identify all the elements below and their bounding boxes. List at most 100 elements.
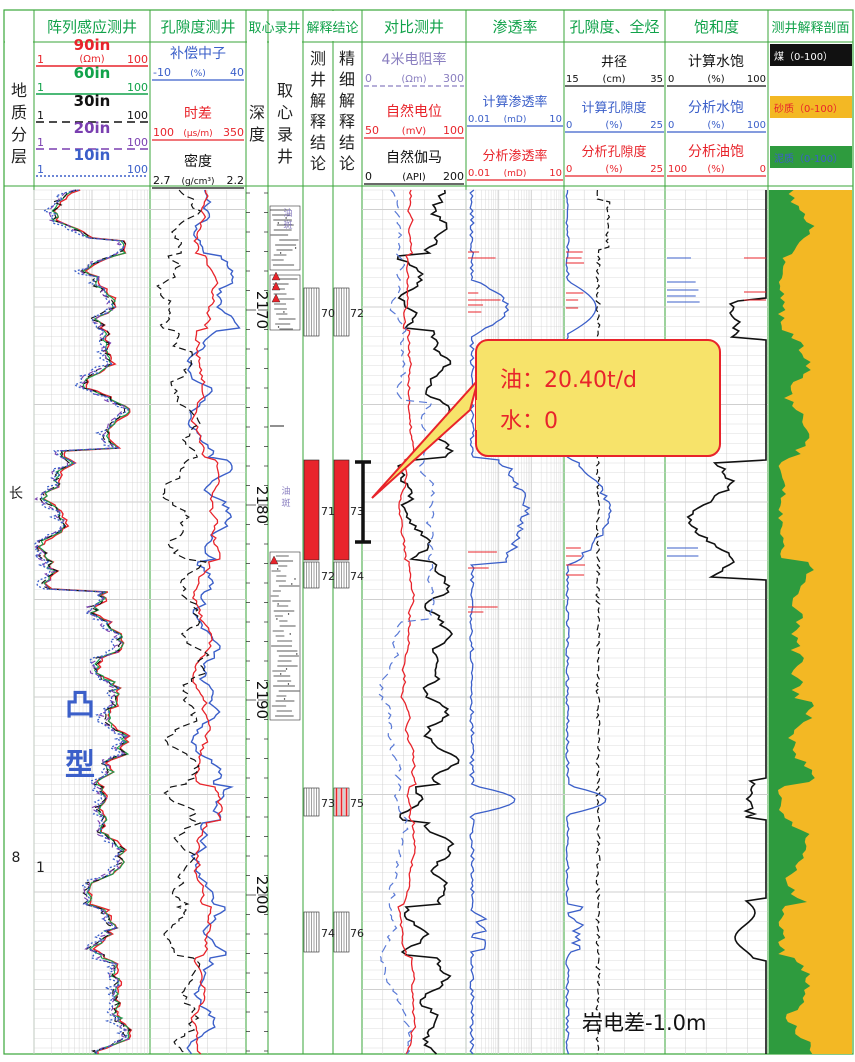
porlog-scale-max: 2.2 — [227, 174, 245, 187]
por-scale-unit: (%) — [605, 164, 622, 175]
interp2-label-char: 细 — [339, 70, 355, 89]
compare-scale-2: 自然伽马 (API) 0 200 — [364, 149, 464, 185]
porlog-scale-name: 补偿中子 — [170, 46, 226, 62]
profile-column — [769, 190, 852, 1054]
callout-pointer — [371, 379, 479, 499]
interp2-label-char: 论 — [339, 154, 355, 173]
header-array: 阵列感应测井 — [47, 18, 137, 36]
layer-code: 71 — [321, 505, 335, 518]
perm-scale-max: 10 — [549, 114, 562, 125]
legend-swatch — [770, 96, 852, 118]
gamma-curve — [396, 189, 460, 1055]
sat-scale-max: 100 — [747, 74, 766, 85]
caliper-curve — [595, 189, 611, 1055]
por-scale-1: 计算孔隙度 0 (%) 25 — [565, 100, 664, 133]
array-scale-0: 90in(Ωm) 1 100 — [36, 36, 148, 67]
core-dot — [283, 698, 286, 700]
header-por: 孔隙度、全烃 — [569, 18, 659, 36]
por-scale-min: 0 — [566, 120, 572, 131]
perm-scale-min: 0.01 — [468, 114, 490, 125]
core-dot — [279, 252, 282, 254]
array-scale-max: 100 — [127, 163, 148, 176]
core-note: 斑 — [283, 219, 292, 231]
acoustic-curve — [190, 189, 223, 1055]
interp-layer-4: 74 76 — [303, 911, 364, 953]
array-scale-min: 1 — [37, 109, 44, 122]
compare-scale-max: 300 — [443, 72, 464, 85]
perm-scale-name: 分析渗透率 — [482, 148, 547, 164]
legend-text: 煤（0-100） — [774, 50, 833, 63]
big-label-char: 型 — [65, 748, 95, 783]
core-note: 油 — [281, 485, 290, 497]
core-triangle — [271, 281, 281, 291]
strat-mark: 1 — [36, 860, 45, 876]
sat-scale-min: 100 — [668, 164, 687, 175]
sat-scale-0: 计算水饱 0 (%) 100 — [667, 54, 766, 87]
sat-scale-max: 100 — [747, 120, 766, 131]
porlog-scale-name: 密度 — [184, 153, 212, 170]
array-scale-4: 10in 1 100 — [36, 146, 148, 177]
calc-por-curve — [565, 189, 612, 1055]
density-curve — [156, 189, 210, 1055]
legend-text: 泥质（0-100） — [774, 152, 843, 165]
interp-label-char: 解 — [310, 91, 326, 110]
por-scale-min: 0 — [566, 164, 572, 175]
core-dot — [280, 673, 282, 675]
layer-code2: 74 — [350, 570, 364, 583]
callout-water: 水：0 — [500, 409, 558, 434]
por-scale-min: 15 — [566, 74, 579, 85]
core-dot — [285, 217, 287, 219]
strat-mark: 长 — [9, 486, 23, 502]
por-scale-max: 25 — [650, 164, 663, 175]
porlog-scale-unit: (μs/m) — [183, 129, 212, 139]
callout: 油：20.40t/d 水：0 — [371, 339, 721, 499]
perm-scale-min: 0.01 — [468, 168, 490, 179]
array-scale-min: 1 — [37, 81, 44, 94]
profile-legend-1: 砂质（0-100） — [770, 96, 852, 118]
core-label-char: 井 — [277, 147, 293, 166]
array-scale-name: 10in — [74, 146, 111, 164]
por-scale-0: 井径 15 (cm) 35 — [565, 55, 664, 87]
header-perm: 渗透率 — [492, 18, 537, 36]
sat-scale-name: 分析油饱 — [688, 144, 744, 160]
core-label-char: 取 — [277, 81, 293, 100]
compare-scale-name: 自然伽马 — [386, 149, 442, 166]
interp2-label-char: 结 — [339, 133, 355, 152]
porlog-scale-max: 40 — [230, 66, 244, 79]
big-label-char: 凸 — [65, 688, 95, 723]
porlog-scale-max: 350 — [223, 126, 244, 139]
core-dot — [294, 578, 296, 580]
interp-label-char: 释 — [310, 112, 326, 131]
layer-code2: 76 — [350, 927, 364, 940]
core-box — [269, 274, 301, 331]
analysis-perm-marks — [468, 251, 501, 613]
core-dot — [277, 603, 279, 605]
compare-scale-name: 自然电位 — [386, 103, 442, 120]
core-triangle — [271, 271, 281, 281]
callout-box — [475, 339, 721, 457]
por-scale-max: 25 — [650, 120, 663, 131]
strat-label-char: 质 — [11, 103, 27, 122]
perm-scale-unit: (mD) — [504, 169, 527, 179]
sat-scale-min: 0 — [668, 74, 674, 85]
array-scale-3: 20in 1 100 — [36, 119, 148, 150]
porlog-scale-unit: (g/cm³) — [181, 177, 214, 187]
core-box — [269, 205, 301, 271]
array-scale-2: 30in 1 100 — [36, 92, 148, 123]
perm-scale-unit: (mD) — [504, 115, 527, 125]
perm-scale-1: 分析渗透率 0.01 (mD) 10 — [467, 148, 563, 181]
interp2-label-char: 解 — [339, 91, 355, 110]
core-box — [269, 551, 301, 721]
core-note: 斑 — [281, 497, 290, 509]
layer-code: 72 — [321, 570, 335, 583]
layer-box-red — [333, 459, 350, 561]
sat-scale-unit: (%) — [707, 120, 724, 131]
array-curve-3 — [34, 189, 131, 1055]
core-note: 油 — [283, 207, 292, 219]
profile-legend-2: 泥质（0-100） — [770, 146, 852, 168]
compare-scale-min: 50 — [365, 124, 379, 137]
depth-label-char: 度 — [249, 125, 265, 144]
sat-scale-max: 0 — [760, 164, 766, 175]
porlog-scale-min: 2.7 — [153, 174, 171, 187]
